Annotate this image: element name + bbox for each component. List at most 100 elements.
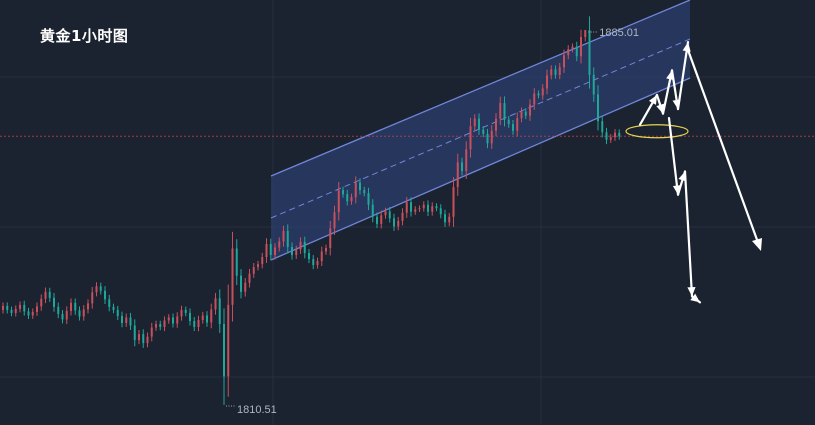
- candle-body: [172, 317, 174, 324]
- forecast-segment: [686, 49, 762, 249]
- candle: [584, 30, 587, 42]
- candle-body: [342, 190, 344, 195]
- candle-body: [346, 194, 349, 202]
- candle: [138, 330, 140, 345]
- candle: [146, 332, 149, 348]
- trend-channel-mid-line: [270, 38, 691, 219]
- candle: [597, 85, 599, 131]
- candle-body: [231, 248, 234, 305]
- candle-body: [575, 46, 578, 57]
- high-price-label: 1885.01: [599, 27, 639, 39]
- candle: [308, 249, 310, 264]
- candle-body: [163, 320, 166, 328]
- candle-body: [312, 259, 315, 266]
- candle: [193, 316, 196, 332]
- candle: [265, 238, 268, 263]
- candle: [490, 125, 493, 149]
- candle: [393, 213, 395, 231]
- candle: [354, 176, 357, 204]
- candle-body: [486, 133, 489, 144]
- candle-body: [248, 273, 251, 283]
- candle: [537, 90, 540, 99]
- candle: [550, 65, 553, 80]
- candle-body: [524, 111, 527, 116]
- candle: [274, 243, 276, 260]
- candle-body: [184, 309, 187, 313]
- candle: [312, 255, 315, 270]
- candle-body: [588, 30, 591, 75]
- candle: [325, 244, 327, 255]
- candle: [405, 197, 408, 218]
- candle: [261, 252, 264, 269]
- candle: [14, 305, 17, 317]
- candle: [286, 224, 289, 254]
- candle: [214, 293, 217, 315]
- candle: [201, 311, 204, 324]
- candle-body: [282, 230, 285, 242]
- candle-body: [376, 216, 378, 224]
- chart-title: 黄金1小时图: [40, 27, 129, 45]
- candle-body: [206, 315, 208, 323]
- candle: [507, 115, 510, 128]
- forecast-arrows: [638, 41, 762, 304]
- candle-body: [350, 197, 353, 202]
- candle: [252, 262, 255, 278]
- candle-body: [278, 241, 281, 248]
- candle-body: [27, 311, 30, 316]
- candle: [448, 212, 451, 227]
- candle-body: [142, 334, 145, 344]
- candle-body: [567, 49, 570, 56]
- candle: [116, 305, 119, 320]
- candle: [469, 117, 472, 158]
- candle-body: [325, 248, 327, 252]
- candle-body: [614, 132, 616, 138]
- candle-body: [414, 209, 417, 212]
- candle: [65, 306, 68, 325]
- candle: [10, 306, 13, 317]
- candle: [31, 308, 34, 319]
- candle: [172, 313, 174, 328]
- candle: [167, 314, 170, 324]
- candle: [384, 207, 387, 219]
- candle: [529, 99, 531, 121]
- candle-body: [537, 93, 540, 96]
- candle: [486, 128, 489, 149]
- candle: [278, 237, 281, 252]
- candle: [299, 237, 302, 254]
- candle: [133, 319, 136, 347]
- candle: [414, 206, 417, 215]
- candle: [435, 203, 438, 212]
- candle: [61, 310, 64, 324]
- candle-body: [295, 249, 298, 256]
- candle: [95, 282, 98, 297]
- candle: [456, 153, 459, 196]
- candle: [19, 301, 21, 313]
- candle-body: [240, 275, 242, 292]
- candle: [108, 294, 111, 312]
- candle-body: [303, 241, 306, 254]
- candle-body: [499, 103, 502, 119]
- candle-body: [473, 118, 476, 127]
- candle-body: [10, 309, 13, 313]
- candle: [104, 286, 106, 305]
- candle-body: [367, 193, 370, 205]
- candle: [48, 287, 51, 302]
- candle: [422, 201, 425, 212]
- forecast-segment: [676, 41, 690, 111]
- candle-body: [503, 103, 506, 120]
- candle: [159, 320, 162, 331]
- candle-body: [286, 230, 289, 247]
- candle: [444, 209, 446, 227]
- candle: [473, 114, 476, 131]
- candle-body: [159, 324, 162, 328]
- candle-body: [405, 202, 408, 213]
- candle: [269, 238, 272, 261]
- candle-body: [516, 118, 519, 131]
- candle-body: [227, 304, 230, 377]
- forecast-arrowhead: [687, 286, 696, 297]
- candle-body: [150, 327, 153, 337]
- candle: [618, 129, 621, 140]
- candle: [163, 316, 166, 332]
